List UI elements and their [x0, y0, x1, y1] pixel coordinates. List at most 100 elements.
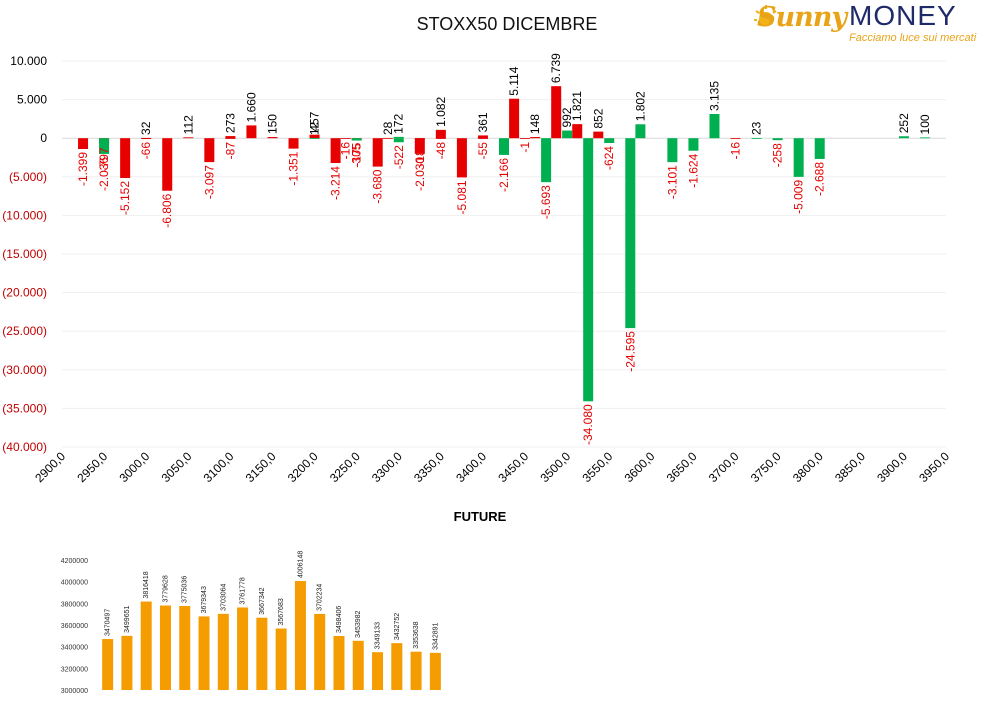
bar [530, 137, 541, 139]
x-tick-label: 3050,0 [159, 449, 195, 485]
bar [562, 130, 573, 139]
future-data-label: 3567683 [278, 598, 285, 625]
data-label: 273 [223, 113, 237, 133]
bar [593, 131, 604, 139]
bar [99, 138, 110, 154]
future-bar [410, 651, 422, 690]
data-label: -66 [139, 142, 153, 160]
x-tick-label: 3400,0 [453, 449, 489, 485]
future-y-tick-label: 3000000 [61, 688, 88, 695]
future-bars [102, 581, 441, 690]
data-label: 992 [560, 107, 574, 127]
future-data-label: 3353638 [413, 621, 420, 648]
x-tick-label: 3850,0 [832, 449, 868, 485]
future-data-label: 3342891 [432, 622, 439, 649]
bar [78, 138, 89, 150]
bar [393, 138, 404, 143]
data-label: -16 [729, 142, 743, 160]
data-label: -34.080 [581, 404, 595, 445]
bar [709, 113, 720, 139]
data-label: -16 [339, 142, 353, 160]
data-label: 28 [381, 121, 395, 135]
data-label: 172 [392, 114, 406, 134]
data-label: 1.082 [434, 96, 448, 126]
bar [162, 138, 173, 191]
bar [351, 138, 362, 141]
bar [204, 138, 215, 163]
x-tick-label: 3150,0 [243, 449, 279, 485]
data-label: -3.680 [371, 169, 385, 203]
y-tick-label: (30.000) [2, 363, 47, 377]
y-axis-tick-labels: 10.000 5.000 0 (5.000) (10.000) (15.000) (20.0… [2, 54, 47, 454]
future-bar [217, 613, 229, 690]
bar [520, 138, 531, 139]
data-labels: -1.399 -797-2.036 -5.152 32 -66 -6.806 112 -3.0… [76, 53, 932, 445]
future-bar [179, 606, 191, 690]
data-label: -258 [771, 143, 785, 167]
data-label: -2.688 [813, 162, 827, 196]
bar [635, 124, 646, 139]
bar [414, 138, 425, 154]
bar [509, 98, 520, 139]
future-data-label: 3498406 [336, 606, 343, 633]
bar [225, 136, 236, 139]
data-label: -624 [602, 146, 616, 170]
y-tick-label: 10.000 [10, 54, 47, 68]
bar [267, 137, 278, 139]
future-data-label: 3703064 [220, 583, 227, 610]
data-label: -797 [97, 147, 111, 171]
bar [541, 138, 552, 183]
future-bar [198, 616, 210, 690]
future-data-label: 3470497 [105, 609, 112, 636]
bar [183, 137, 194, 139]
data-label: -175 [350, 142, 364, 166]
future-y-tick-label: 4000000 [61, 580, 88, 587]
bar [919, 137, 930, 139]
data-label: -5.081 [455, 180, 469, 214]
brand-tagline: Facciamo luce sui mercati [849, 32, 977, 44]
bar [477, 135, 488, 139]
future-y-tick-label: 3200000 [61, 666, 88, 673]
future-bar [237, 607, 249, 690]
future-y-tick-label: 3400000 [61, 645, 88, 652]
future-bar [314, 613, 326, 690]
bar [814, 138, 825, 159]
x-tick-label: 3700,0 [706, 449, 742, 485]
data-label: -6.806 [160, 193, 174, 227]
data-label: 361 [476, 112, 490, 132]
bar [120, 138, 131, 178]
y-tick-label: (35.000) [2, 401, 47, 415]
x-tick-label: 2950,0 [74, 449, 110, 485]
bar [141, 138, 152, 139]
data-label: 852 [591, 108, 605, 128]
data-label: -5.009 [792, 180, 806, 214]
future-data-label: 3499651 [124, 606, 131, 633]
data-label: -1.351 [287, 151, 301, 185]
bar [393, 136, 404, 139]
x-tick-label: 3900,0 [874, 449, 910, 485]
data-label: 12 [308, 121, 322, 135]
future-data-label: 4006148 [297, 551, 304, 578]
data-label: -3.101 [665, 165, 679, 199]
y-tick-label: 0 [40, 131, 47, 145]
future-y-axis-tick-labels: 4200000 4000000 3800000 3600000 3400000 32000… [61, 558, 88, 695]
future-data-label: 3779628 [162, 575, 169, 602]
sun-icon [754, 5, 777, 26]
data-label: 1.660 [244, 92, 258, 122]
main-chart: 10.000 5.000 0 (5.000) (10.000) (15.000) (20.0… [2, 53, 952, 485]
x-tick-label: 3200,0 [285, 449, 321, 485]
data-label: 457 [308, 111, 322, 131]
x-tick-label: 3650,0 [664, 449, 700, 485]
future-data-labels: 3470497 3499651 3816418 3779628 3775036 36793… [105, 551, 440, 650]
x-tick-label: 3300,0 [369, 449, 405, 485]
future-bar [159, 605, 171, 690]
future-bar [352, 640, 364, 690]
bar [793, 138, 804, 177]
bar [330, 138, 341, 164]
data-label: -2.030 [413, 157, 427, 191]
bar [772, 138, 783, 141]
bar [435, 138, 446, 139]
brand-first-word: Sunny [757, 2, 847, 33]
bar [288, 138, 299, 149]
bar [751, 138, 762, 139]
